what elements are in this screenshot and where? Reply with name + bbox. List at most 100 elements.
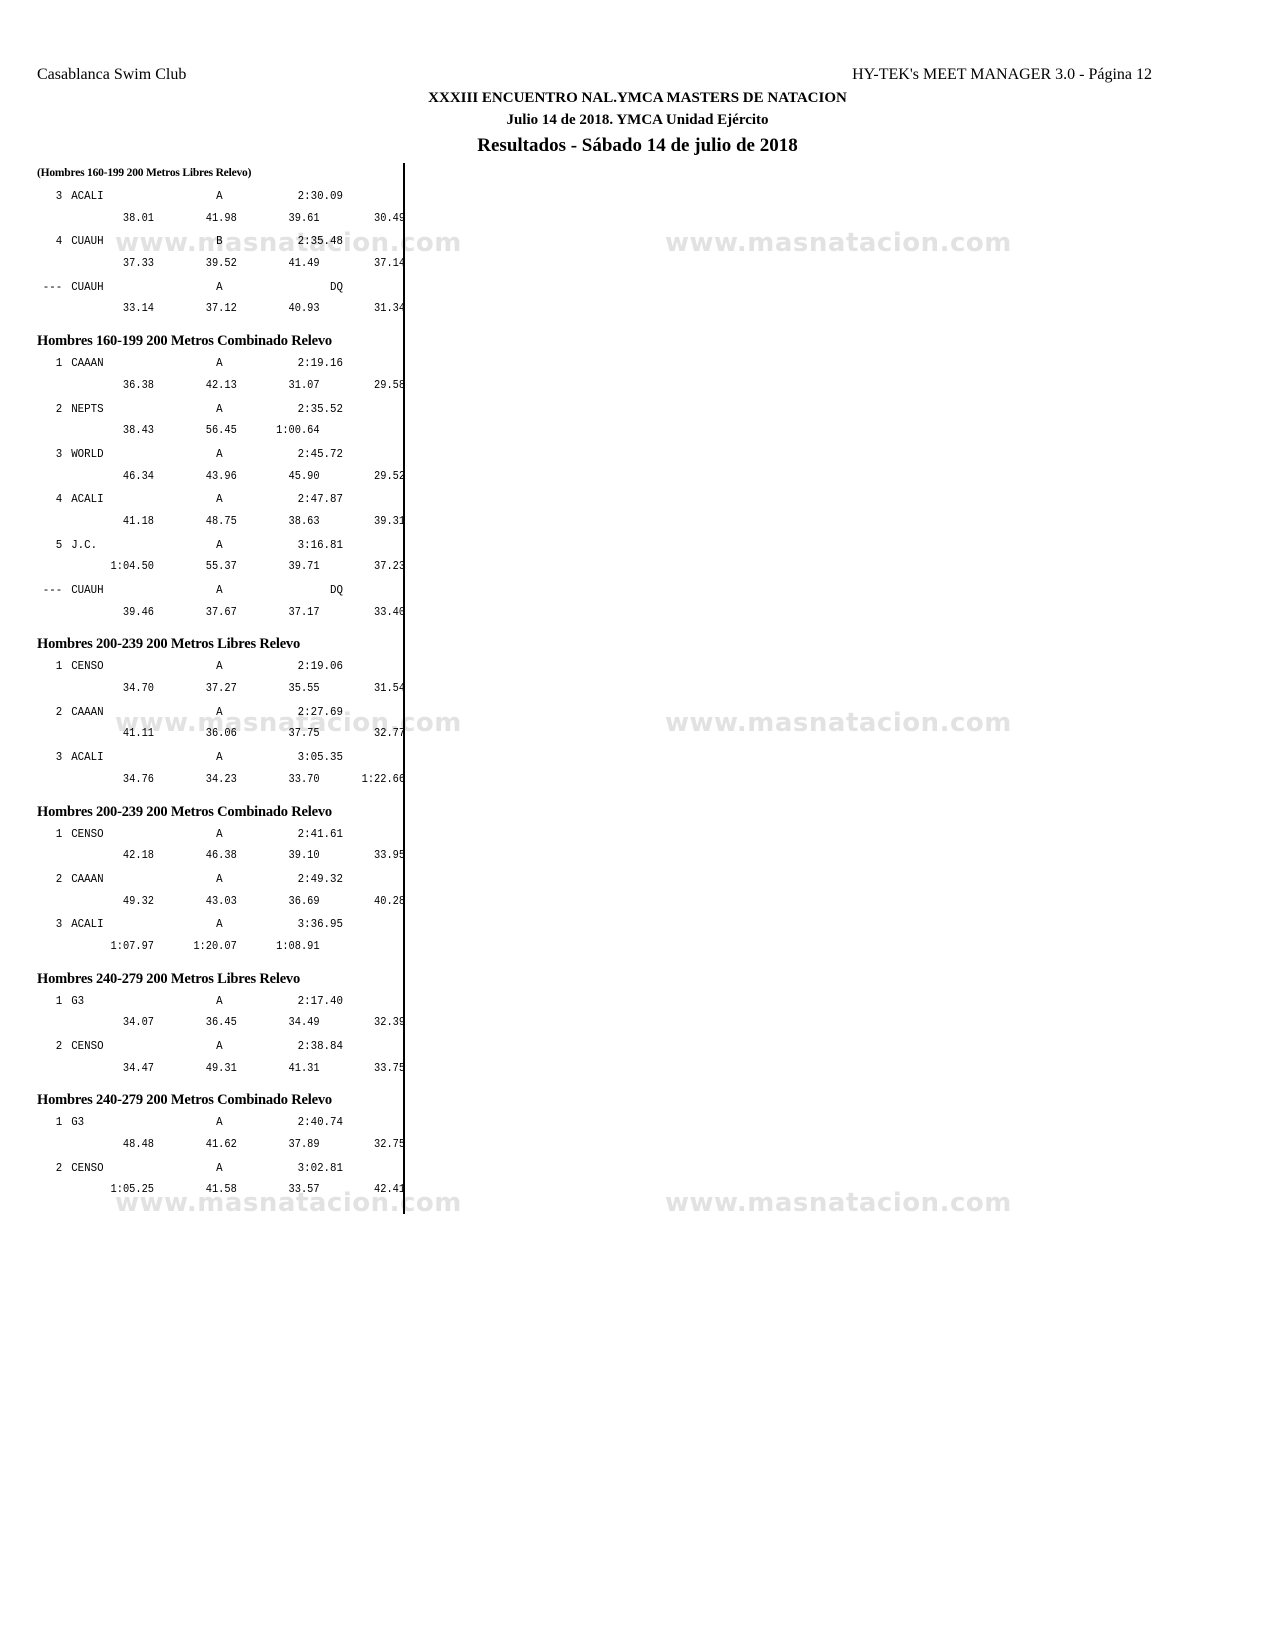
result-row: 4 ACALI A 2:47.87 — [37, 488, 367, 511]
final-time: 2:35.48 — [297, 234, 343, 249]
splits-row: 38.01 41.98 39.61 30.49 — [37, 208, 405, 231]
split-time: 37.27 — [205, 682, 237, 696]
team: CUAUH — [71, 583, 104, 597]
place: 2 — [55, 1039, 63, 1053]
split-time: 39.10 — [288, 849, 320, 863]
split-time: 40.28 — [374, 894, 406, 908]
final-time: 2:27.69 — [297, 704, 343, 719]
place: 1 — [55, 1115, 63, 1130]
split-time: 31.07 — [288, 378, 320, 392]
team: G3 — [71, 993, 85, 1008]
split-time: 34.70 — [122, 682, 154, 696]
split-time: 48.48 — [122, 1138, 154, 1152]
relay-letter: A — [216, 492, 223, 507]
split-time: 33.75 — [374, 1061, 406, 1075]
split-time: 34.47 — [122, 1061, 154, 1075]
result-row: --- CUAUH A DQ — [37, 579, 367, 602]
team: NEPTS — [71, 401, 104, 416]
splits-row: 37.33 39.52 41.49 37.14 — [37, 253, 405, 276]
place: 1 — [55, 356, 63, 371]
splits-row: 41.18 48.75 38.63 39.31 — [37, 511, 405, 534]
split-time: 29.58 — [374, 378, 406, 392]
splits-row: 46.34 43.96 45.90 29.52 — [37, 466, 405, 489]
final-time: 2:35.52 — [297, 401, 343, 416]
team: CUAUH — [71, 279, 104, 294]
place: 4 — [55, 234, 63, 249]
column-divider — [403, 163, 405, 1214]
place: 2 — [55, 401, 63, 416]
split-time: 33.40 — [374, 605, 406, 619]
final-time: 2:40.74 — [297, 1115, 343, 1130]
relay-letter: A — [216, 917, 223, 932]
split-time: 37.33 — [122, 257, 154, 271]
relay-letter: B — [216, 234, 223, 249]
team: CAAAN — [71, 704, 104, 719]
event-title: Hombres 200-239 200 Metros Combinado Rel… — [37, 803, 332, 820]
split-time: 56.45 — [205, 424, 237, 438]
result-row: 3 ACALI A 3:36.95 — [37, 913, 367, 936]
place: 5 — [55, 537, 63, 552]
final-time: 2:45.72 — [297, 446, 343, 461]
split-time: 1:22.66 — [361, 772, 406, 786]
split-time: 49.31 — [205, 1061, 237, 1075]
split-time: 36.69 — [288, 894, 320, 908]
split-time: 34.07 — [122, 1016, 154, 1030]
event-title: (Hombres 160-199 200 Metros Libres Relev… — [37, 167, 252, 179]
relay-letter: A — [216, 356, 223, 371]
split-time: 1:07.97 — [110, 939, 154, 953]
relay-letter: A — [216, 750, 223, 765]
relay-letter: A — [216, 279, 223, 294]
split-time: 37.17 — [288, 605, 320, 619]
split-time: 36.45 — [205, 1016, 237, 1030]
split-time: 1:00.64 — [276, 424, 320, 438]
relay-letter: A — [216, 446, 223, 461]
split-time: 38.01 — [122, 211, 154, 225]
split-time: 41.49 — [288, 257, 320, 271]
result-row: 1 CENSO A 2:41.61 — [37, 823, 367, 846]
final-time: 2:30.09 — [297, 189, 343, 203]
meet-subtitle: Julio 14 de 2018. YMCA Unidad Ejército — [506, 112, 769, 128]
result-row: 1 CAAAN A 2:19.16 — [37, 352, 367, 375]
club-name: Casablanca Swim Club — [37, 66, 187, 83]
final-time: 2:19.16 — [297, 356, 343, 371]
split-time: 33.70 — [288, 772, 320, 786]
relay-letter: A — [216, 583, 223, 597]
split-time: 37.89 — [288, 1138, 320, 1152]
split-time: 29.52 — [374, 469, 406, 483]
split-time: 55.37 — [205, 560, 237, 574]
split-time: 43.03 — [205, 894, 237, 908]
results-column: (Hombres 160-199 200 Metros Libres Relev… — [37, 163, 406, 1202]
place: 1 — [55, 826, 63, 841]
split-time: 42.18 — [122, 849, 154, 863]
final-time: 2:19.06 — [297, 659, 343, 674]
result-row: 3 ACALI A 3:05.35 — [37, 746, 367, 769]
split-time: 38.43 — [122, 424, 154, 438]
software-page-label: HY-TEK's MEET MANAGER 3.0 - Página 12 — [852, 66, 1152, 83]
team: ACALI — [71, 492, 104, 507]
splits-row: 34.47 49.31 41.31 33.75 — [37, 1058, 405, 1081]
split-time: 41.18 — [122, 514, 154, 528]
split-time: 40.93 — [288, 302, 320, 316]
split-time: 1:04.50 — [110, 560, 154, 574]
result-row: 2 CENSO A 3:02.81 — [37, 1157, 367, 1180]
event-title: Hombres 160-199 200 Metros Combinado Rel… — [37, 333, 332, 350]
split-time: 1:20.07 — [193, 939, 237, 953]
split-time: 37.12 — [205, 302, 237, 316]
splits-row: 39.46 37.67 37.17 33.40 — [37, 602, 405, 625]
split-time: 46.34 — [122, 469, 154, 483]
split-time: 30.49 — [374, 211, 406, 225]
split-time: 49.32 — [122, 894, 154, 908]
team: ACALI — [71, 189, 104, 203]
result-row: 1 G3 A 2:40.74 — [37, 1111, 367, 1134]
splits-row: 48.48 41.62 37.89 32.75 — [37, 1134, 405, 1157]
split-time: 45.90 — [288, 469, 320, 483]
result-row: 1 CENSO A 2:19.06 — [37, 655, 367, 678]
split-time: 32.77 — [374, 727, 406, 741]
final-time: 2:49.32 — [297, 871, 343, 886]
result-row: 2 NEPTS A 2:35.52 — [37, 398, 367, 421]
final-time: 2:38.84 — [297, 1039, 343, 1053]
split-time: 32.39 — [374, 1016, 406, 1030]
place: 2 — [55, 1160, 63, 1175]
watermark: www.masnatacion.com — [665, 708, 1012, 738]
